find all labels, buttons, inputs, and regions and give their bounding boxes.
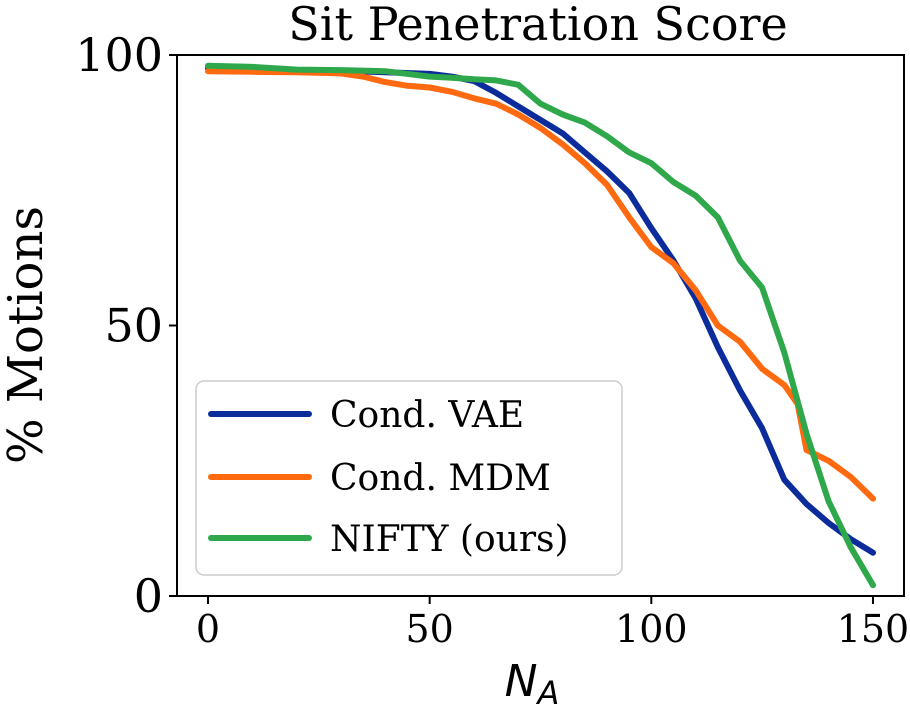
series-1-point (870, 549, 876, 556)
legend-marker-2 (257, 474, 263, 480)
series-3-point (670, 179, 677, 185)
y-tick-label: 100 (75, 28, 163, 82)
series-3-point (803, 430, 810, 437)
series-3-point (249, 64, 256, 70)
y-axis-ticks: 0 50 100 (75, 28, 177, 623)
series-3-point (338, 67, 344, 73)
series-2-point (759, 365, 765, 372)
series-3-point (426, 73, 433, 80)
series-2-point (249, 68, 256, 75)
series-1-point (626, 190, 632, 196)
series-3-point (471, 76, 477, 83)
y-axis-label: % Motions (0, 206, 54, 464)
series-3-point (493, 77, 499, 84)
series-1-point (559, 130, 566, 137)
series-1-point (825, 520, 832, 526)
series-2-point (848, 474, 854, 480)
series-2-point (737, 338, 743, 345)
legend-label-1: Cond. VAE (330, 395, 524, 436)
series-1-point (759, 425, 765, 432)
x-axis-label: NA (505, 656, 560, 704)
series-3-point (825, 498, 832, 505)
series-3-point (715, 214, 721, 221)
series-3-point (205, 63, 211, 69)
series-3-point (604, 133, 610, 139)
series-3-point (515, 81, 522, 88)
series-1-point (537, 117, 544, 123)
legend-marker-3 (257, 535, 263, 541)
series-1-point (803, 501, 810, 507)
x-tick-label: 0 (196, 607, 220, 651)
series-2-point (426, 84, 433, 91)
x-tick-label: 150 (837, 607, 910, 651)
series-3-point (293, 66, 300, 73)
series-3-point (559, 111, 566, 118)
series-1-point (604, 168, 610, 175)
series-3-point (781, 349, 788, 356)
series-2-point (515, 111, 522, 118)
series-2-point (648, 244, 655, 250)
y-tick-label: 0 (134, 569, 163, 623)
series-3-point (848, 544, 854, 551)
series-2-point (471, 95, 477, 102)
series-3-point (626, 149, 632, 156)
series-2-point (382, 79, 389, 85)
x-axis-label-main: N (505, 656, 538, 704)
plot-lines (205, 62, 876, 589)
series-3-point (737, 257, 743, 264)
series-3-point (382, 68, 389, 75)
series-3-point (759, 284, 765, 291)
series-2-point (582, 160, 588, 166)
x-axis-label-subscript: A (536, 674, 560, 704)
series-1-point (715, 344, 721, 350)
series-1-point (582, 149, 588, 156)
x-tick-label: 100 (615, 607, 688, 651)
chart-title: Sit Penetration Score (288, 0, 788, 51)
series-2-point (803, 447, 810, 453)
series-2-point (559, 141, 566, 148)
series-1-point (515, 103, 522, 110)
series-2-point (870, 495, 876, 502)
series-2-point (537, 125, 544, 131)
y-tick-label: 50 (104, 299, 163, 353)
series-2-point (360, 73, 366, 80)
legend-frame (195, 380, 623, 576)
series-2-point (692, 287, 699, 294)
legend-label-3: NIFTY (ours) (330, 519, 569, 560)
series-2-point (670, 260, 677, 267)
legend-marker-1 (257, 411, 263, 417)
series-2-point (626, 214, 632, 221)
series-2-point (404, 83, 411, 89)
series-3-point (537, 100, 544, 107)
legend-label-2: Cond. MDM (330, 458, 551, 499)
series-1-point (648, 225, 655, 231)
series-3-point (449, 74, 455, 81)
series-2-point (715, 322, 721, 329)
series-3-point (692, 192, 699, 199)
series-1-point (737, 387, 743, 394)
series-2-point (604, 182, 610, 188)
series-1-point (781, 476, 788, 483)
legend: Cond. VAE Cond. MDM NIFTY (ours) (195, 380, 623, 576)
series-3-point (648, 160, 655, 166)
x-axis-ticks: 0 50 100 150 (196, 596, 909, 651)
series-2-point (205, 68, 211, 75)
series-3-point (870, 582, 876, 588)
series-2-point (493, 100, 499, 107)
series-1-point (493, 90, 499, 96)
series-2-point (781, 382, 788, 388)
x-tick-label: 50 (405, 607, 453, 651)
series-line-3 (205, 62, 876, 589)
series-2-point (449, 88, 455, 95)
series-3-point (582, 119, 588, 126)
series-2-point (825, 457, 832, 464)
